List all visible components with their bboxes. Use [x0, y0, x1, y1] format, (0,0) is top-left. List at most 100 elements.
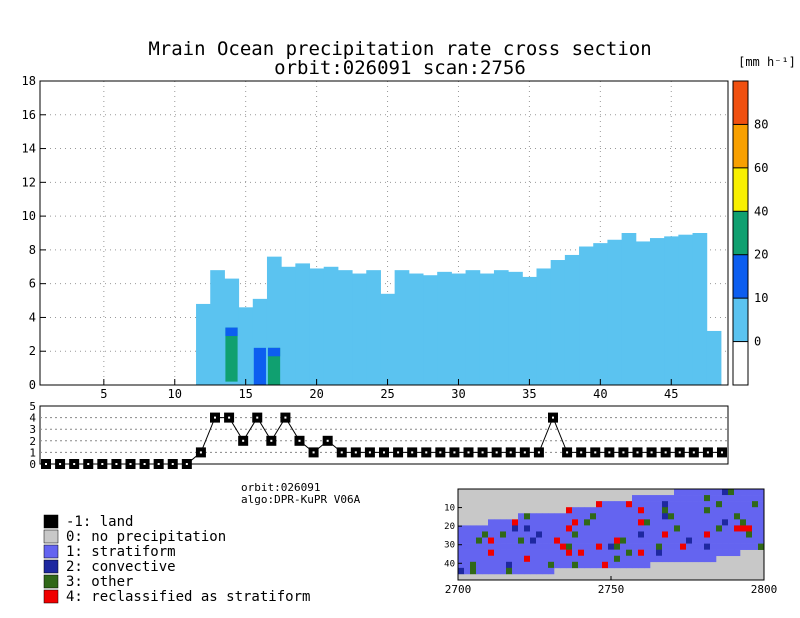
minimap-cell [740, 519, 747, 526]
minimap-cell [644, 555, 651, 563]
minimap-cell [494, 561, 501, 569]
minimap-cell [626, 543, 633, 550]
minimap-cell [596, 513, 603, 520]
minimap-cell [458, 531, 465, 538]
minimap-cell [614, 525, 621, 532]
minimap-cell [560, 549, 567, 557]
minimap-cell [602, 531, 609, 538]
minimap-cell [746, 489, 753, 496]
minimap-cell [536, 561, 543, 569]
type-marker-dot [340, 451, 343, 454]
chart-title: Mrain Ocean precipitation rate cross sec… [148, 38, 651, 60]
minimap-cell [554, 513, 561, 520]
minimap-cell [686, 537, 693, 544]
minimap-cell [722, 489, 729, 496]
minimap-cell [692, 543, 699, 550]
minimap-cell [728, 543, 735, 550]
minimap-cell [506, 567, 513, 575]
minimap-cell [578, 543, 585, 550]
type-y-tick-label: 1 [29, 446, 36, 459]
minimap-cell [614, 513, 621, 520]
x-tick-label: 25 [380, 387, 394, 401]
minimap-cell [704, 537, 711, 544]
minimap-cell [542, 549, 549, 557]
minimap-cell [620, 561, 627, 569]
minimap-cell [716, 543, 723, 550]
type-marker-dot [397, 451, 400, 454]
legend-label: -1: land [66, 514, 133, 530]
orbit-info: orbit:026091 [241, 481, 320, 494]
minimap-cell [596, 543, 603, 550]
minimap-cell [506, 561, 513, 569]
minimap-cell [566, 537, 573, 544]
minimap-cell [638, 495, 645, 502]
minimap-cell [656, 531, 663, 538]
minimap-cell [728, 537, 735, 544]
legend-swatch [43, 574, 59, 589]
minimap-cell [662, 543, 669, 550]
plot-frame [39, 80, 729, 386]
minimap-cell [638, 501, 645, 508]
minimap-cell [644, 561, 651, 569]
minimap-cell [608, 507, 615, 514]
precip-column [380, 293, 396, 385]
minimap-cell [740, 525, 747, 532]
minimap-cell [608, 549, 615, 557]
type-y-tick-label: 0 [29, 458, 36, 471]
type-marker-dot [157, 463, 160, 465]
colorbar-tick-label: 10 [754, 291, 768, 305]
minimap-cell [566, 561, 573, 569]
minimap-cell [758, 537, 765, 544]
minimap-cell [734, 489, 741, 496]
minimap-cell [464, 543, 471, 550]
minimap-cell [536, 543, 543, 550]
minimap-cell [638, 543, 645, 550]
minimap-cell [680, 513, 687, 520]
type-marker-dot [608, 451, 611, 454]
type-marker-dot [270, 439, 273, 442]
minimap-cell [734, 513, 741, 520]
minimap-cell [662, 555, 669, 563]
precip-core-cap [267, 347, 281, 357]
minimap-cell [518, 525, 525, 532]
minimap-cell [566, 555, 573, 563]
minimap-cell [626, 531, 633, 538]
minimap-cell [554, 537, 561, 544]
minimap-cell [494, 519, 501, 526]
minimap-cell [638, 519, 645, 526]
minimap-cell [518, 513, 525, 520]
minimap-cell [668, 537, 675, 544]
minimap-cell [614, 501, 621, 508]
minimap-cell [626, 501, 633, 508]
minimap-cell [758, 489, 765, 496]
minimap-cell [674, 489, 681, 496]
precip-column [295, 263, 311, 385]
minimap-cell [734, 537, 741, 544]
minimap-cell [740, 495, 747, 502]
minimap-cell [728, 525, 735, 532]
minimap-cell [536, 519, 543, 526]
minimap-cell [680, 537, 687, 544]
minimap-cell [518, 543, 525, 550]
precip-column [508, 271, 523, 385]
minimap-cell [584, 519, 591, 526]
minimap-cell [692, 501, 699, 508]
minimap-cell [512, 537, 519, 544]
minimap-cell [698, 525, 705, 532]
minimap-cell [506, 519, 513, 526]
minimap-cell [578, 537, 585, 544]
minimap-axes: 2700 2750 2800 10 20 30 40 [444, 504, 777, 596]
minimap-cell [740, 507, 747, 514]
minimap-cell [698, 495, 705, 502]
minimap-cell [728, 501, 735, 508]
minimap-cell [608, 525, 615, 532]
type-y-tick-label: 5 [29, 400, 36, 413]
minimap-cell [686, 555, 693, 563]
minimap-cell [704, 531, 711, 538]
minimap-cell [662, 495, 669, 502]
y-tick-label: 16 [22, 108, 36, 122]
minimap-cell [542, 513, 549, 520]
minimap-cell [746, 513, 753, 520]
minimap-cell [530, 549, 537, 557]
